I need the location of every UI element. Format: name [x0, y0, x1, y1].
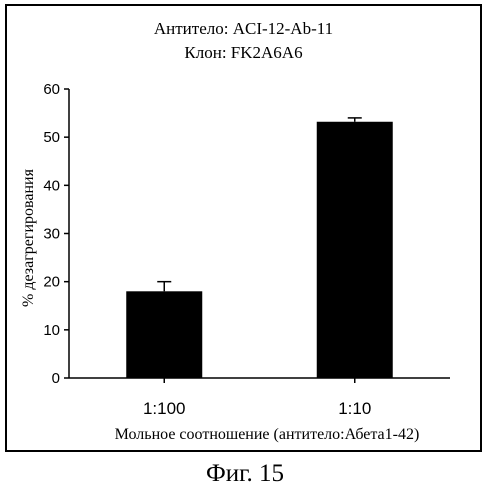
bar: [317, 122, 393, 378]
bar-chart: 0 10 20 30 40 50 60 1:100 1:10 % дезагрегировани…: [7, 6, 480, 450]
y-axis-title: % дезагрегирования: [20, 168, 37, 307]
x-category-label: 1:100: [143, 399, 186, 418]
figure-caption: Фиг. 15: [0, 460, 490, 488]
y-tick-label: 40: [43, 177, 60, 194]
x-axis-title: Мольное соотношение (антитело:Абета1-42): [115, 426, 420, 443]
bar: [126, 291, 202, 378]
x-category-label: 1:10: [338, 399, 371, 418]
y-tick-label: 20: [43, 274, 60, 291]
y-tick-label: 0: [52, 370, 60, 387]
y-tick-label: 50: [43, 129, 60, 146]
y-tick-label: 10: [43, 322, 60, 339]
y-tick-label: 60: [43, 81, 60, 98]
y-tick-label: 30: [43, 226, 60, 243]
chart-frame: Антитело: ACI-12-Ab-11 Клон: FK2A6A6 010…: [5, 4, 482, 452]
